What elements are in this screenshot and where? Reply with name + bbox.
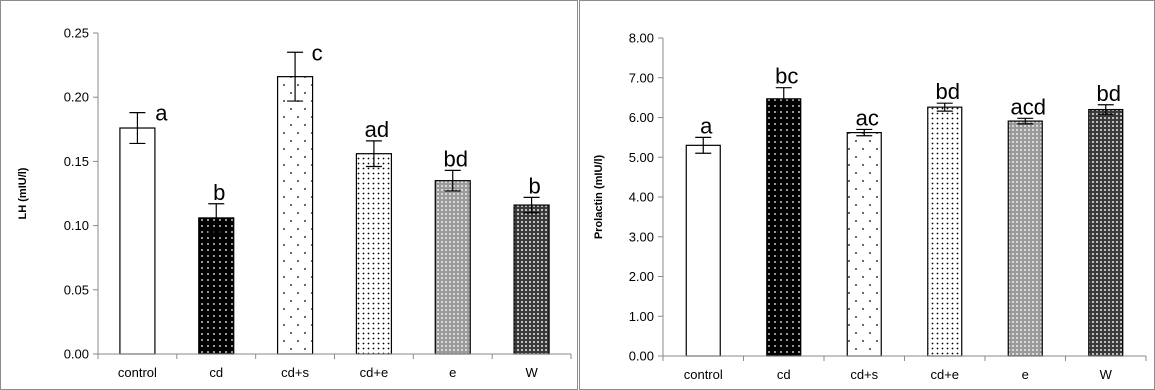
error-bar-cd — [775, 87, 792, 111]
x-tick-label: W — [525, 365, 538, 380]
bar-cd+s — [846, 132, 882, 357]
y-tick-label: 1.00 — [629, 309, 654, 324]
error-bar-W — [523, 196, 540, 214]
bar-cd — [766, 98, 802, 357]
lh-chart-panel: LH (mIU/l) 0.00 0.05 0.10 0.15 0.20 0.25 cont… — [0, 0, 578, 390]
bar-W — [513, 204, 550, 355]
bar-control — [685, 144, 721, 357]
bar-cd — [198, 217, 235, 355]
significance-label-cd: bc — [775, 64, 798, 89]
y-tick-label: 0.15 — [64, 154, 89, 169]
y-tick-label: 0.00 — [64, 347, 89, 362]
x-tick-label: cd+e — [360, 365, 389, 380]
significance-label-cd+e: bd — [936, 79, 960, 104]
x-tick-label: cd — [209, 365, 223, 380]
y-tick-label: 3.00 — [629, 229, 654, 244]
y-tick-label: 0.20 — [64, 90, 89, 105]
x-tick-label: control — [684, 367, 723, 382]
y-tick-label: 2.00 — [629, 269, 654, 284]
x-tick-labels: control cd cd+s cd+e e W — [118, 365, 539, 380]
y-tick-label: 0.00 — [629, 349, 654, 364]
error-bar-control — [129, 112, 146, 145]
y-tick-label: 0.25 — [64, 26, 89, 41]
x-tick-label: cd — [777, 367, 791, 382]
x-tick-labels: control cd cd+s cd+e e W — [684, 367, 1113, 382]
y-tick-labels: 0.00 1.00 2.00 3.00 4.00 5.00 6.00 7.00 8.00 — [629, 31, 1147, 364]
significance-label-W: b — [528, 173, 540, 198]
x-tick-label: e — [449, 365, 456, 380]
y-tick-label: 8.00 — [629, 31, 654, 46]
bar-cd+e — [355, 153, 393, 355]
x-tick-label: cd+e — [930, 367, 959, 382]
prolactin-chart-panel: Prolactin (mIU/l) 0.00 1.00 2.00 3.00 4.00 5.… — [579, 0, 1155, 390]
bar-cd+e — [927, 106, 963, 357]
x-tick-label: cd+s — [850, 367, 878, 382]
y-tick-labels: 0.00 0.05 0.10 0.15 0.20 0.25 — [64, 26, 572, 362]
y-axis-label: Prolactin (mIU/l) — [593, 154, 605, 239]
lh-bar-chart: LH (mIU/l) 0.00 0.05 0.10 0.15 0.20 0.25 cont… — [17, 26, 572, 380]
x-tick-label: e — [1022, 367, 1029, 382]
y-tick-label: 7.00 — [629, 70, 654, 85]
significance-label-e: acd — [1011, 94, 1046, 119]
bar-cd+s — [276, 76, 314, 355]
bar-W — [1088, 108, 1124, 357]
x-tick-label: W — [1100, 367, 1113, 382]
y-tick-label: 4.00 — [629, 190, 654, 205]
error-bar-cd+s — [287, 51, 304, 102]
significance-label-cd: b — [213, 180, 225, 205]
significance-label-cd+s: c — [312, 40, 323, 65]
error-bar-e — [444, 169, 461, 192]
significance-labels: a b c ad bd b — [155, 40, 540, 205]
y-tick-label: 0.10 — [64, 218, 89, 233]
significance-label-control: a — [700, 113, 713, 138]
error-bar-cd+e — [936, 102, 953, 112]
y-tick-label: 5.00 — [629, 150, 654, 165]
prolactin-bar-chart: Prolactin (mIU/l) 0.00 1.00 2.00 3.00 4.00 5.… — [593, 31, 1147, 382]
y-axis-label: LH (mIU/l) — [17, 167, 29, 219]
x-tick-label: cd+s — [281, 365, 309, 380]
bar-e — [1007, 120, 1043, 357]
significance-labels: a bc ac bd acd bd — [700, 64, 1121, 139]
y-tick-label: 6.00 — [629, 110, 654, 125]
significance-label-W: bd — [1097, 81, 1121, 106]
error-bar-control — [695, 136, 712, 154]
error-bar-cd+e — [365, 140, 382, 168]
significance-label-e: bd — [444, 146, 468, 171]
error-bar-cd+s — [856, 128, 873, 137]
y-tick-label: 0.05 — [64, 282, 89, 297]
bar-control — [119, 127, 156, 355]
error-bar-e — [1017, 117, 1034, 125]
significance-label-cd+e: ad — [365, 117, 389, 142]
error-bar-W — [1097, 104, 1114, 115]
bars — [119, 51, 550, 355]
bars — [685, 87, 1124, 357]
bar-e — [434, 180, 471, 355]
significance-label-cd+s: ac — [856, 105, 879, 130]
significance-label-control: a — [155, 101, 168, 126]
x-tick-label: control — [118, 365, 157, 380]
error-bar-cd — [208, 203, 225, 233]
